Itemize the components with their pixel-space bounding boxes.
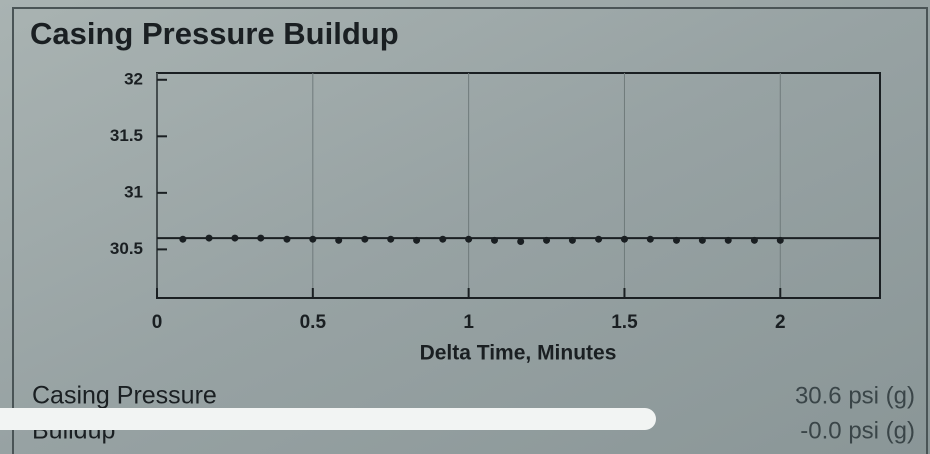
data-point [335, 237, 342, 244]
page: Casing Pressure Buildup Delta Time, Minu… [0, 0, 930, 454]
x-tick-label: 1.5 [611, 312, 638, 333]
y-tick-label: 31.5 [110, 126, 143, 145]
data-point [361, 236, 368, 243]
data-point [777, 237, 784, 244]
x-tick-label: 1 [463, 312, 474, 333]
data-point [179, 236, 186, 243]
data-point [621, 236, 628, 243]
data-point [491, 237, 498, 244]
readout-value: -0.0 psi (g) [800, 417, 915, 444]
data-point [725, 237, 732, 244]
screen: Casing Pressure Buildup Delta Time, Minu… [0, 0, 930, 454]
x-tick-label: 2 [775, 312, 786, 333]
data-point [257, 235, 264, 242]
x-tick-label: 0.5 [300, 312, 327, 333]
y-tick-label: 32 [124, 69, 143, 88]
data-point [439, 236, 446, 243]
data-point [283, 236, 290, 243]
scroll-indicator [0, 408, 656, 430]
data-point [673, 237, 680, 244]
data-point [413, 237, 420, 244]
x-axis-label: Delta Time, Minutes [420, 342, 617, 365]
data-point [751, 237, 758, 244]
data-point [699, 237, 706, 244]
data-point [206, 235, 213, 242]
data-point [231, 235, 238, 242]
data-point [595, 236, 602, 243]
x-tick-label: 0 [152, 312, 163, 333]
y-tick-label: 30.5 [110, 239, 143, 258]
data-point [309, 236, 316, 243]
data-point [465, 236, 472, 243]
data-point [517, 238, 524, 245]
readout-value: 30.6 psi (g) [795, 382, 915, 409]
y-tick-label: 31 [124, 182, 143, 201]
data-point [569, 237, 576, 244]
data-point [387, 236, 394, 243]
data-point [543, 237, 550, 244]
data-point [647, 236, 654, 243]
chart-title: Casing Pressure Buildup [30, 16, 399, 51]
readout-label: Casing Pressure [32, 382, 217, 410]
